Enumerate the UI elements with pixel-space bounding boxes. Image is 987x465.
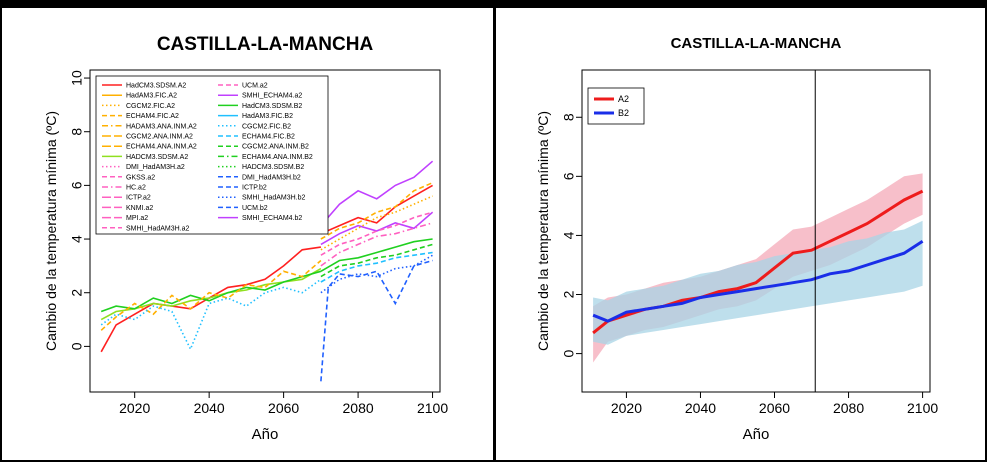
chart-panel-right: CASTILLA-LA-MANCHA 2020 2040 2060 2080 2100 0 2… (496, 8, 985, 460)
legend-entry-label: SMHI_HadAM3H.a2 (126, 225, 190, 232)
series-line (320, 195, 433, 251)
legend-entry-label: MPI.a2 (126, 215, 148, 222)
x-tick-label: 2020 (611, 400, 642, 416)
legend-entry-label: HADCM3.SDSM.A2 (126, 154, 188, 161)
y-tick-label: 6 (561, 172, 577, 180)
legend-entry-label: ECHAM4.FIC.B2 (242, 134, 295, 141)
x-tick-label: 2080 (343, 400, 374, 416)
series-line (100, 270, 322, 313)
legend-box (587, 87, 645, 125)
y-tick-label: 10 (69, 70, 85, 86)
series-line (320, 259, 433, 382)
x-tick-label: 2040 (685, 400, 716, 416)
panel-divider (493, 0, 496, 462)
chart-title: CASTILLA-LA-MANCHA (157, 34, 374, 55)
legend-entry-label: GKSS.a2 (126, 174, 155, 181)
legend-entry-label: SMHI_HadAM3H.b2 (242, 195, 306, 202)
legend-entry-label: HADAM3.ANA.INM.A2 (126, 123, 197, 130)
x-tick-label: 2060 (268, 400, 299, 416)
legend-entry-label: HadCM3.SDSM.A2 (126, 83, 186, 90)
legend-entry-label: ICTP.b2 (242, 185, 267, 192)
y-tick-label: 6 (69, 181, 85, 189)
legend: HadCM3.SDSM.A2 HadAM3.FIC.A2 CGCM2.FIC.A2 E… (95, 75, 329, 235)
legend-entry-label: UCM.b2 (242, 205, 268, 212)
series-line (592, 240, 924, 323)
y-tick-label: 2 (69, 289, 85, 297)
x-axis-label: Año (252, 426, 279, 443)
legend-entry-label: B2 (618, 108, 629, 118)
y-tick-label: 2 (561, 290, 577, 298)
x-tick-label: 2040 (194, 400, 225, 416)
legend-entry-label: UCM.a2 (242, 83, 268, 90)
y-tick-label: 4 (561, 231, 577, 239)
legend-entry-label: DMI_HadAM3H.b2 (242, 174, 301, 181)
legend-entry-label: CGCM2.FIC.B2 (242, 123, 291, 130)
series-line (320, 243, 433, 278)
legend-entry-label: DMI_HadAM3H.a2 (126, 164, 185, 171)
legend-entry-label: CGCM2.ANA.INM.A2 (126, 134, 193, 141)
legend-entry-label: ECHAM4.ANA.INM.B2 (242, 154, 313, 161)
legend-entry-label: A2 (618, 94, 629, 104)
series-lines (592, 189, 924, 335)
chart-right-svg: CASTILLA-LA-MANCHA 2020 2040 2060 2080 2100 0 2… (535, 35, 938, 443)
series-line (320, 238, 433, 272)
series-line (320, 211, 433, 256)
legend-entry-label: HadCM3.SDSM.B2 (242, 103, 302, 110)
legend-box (95, 75, 329, 235)
series-line (100, 259, 322, 331)
legend-entry-label: HADCM3.SDSM.B2 (242, 164, 304, 171)
series-line (320, 181, 433, 240)
y-tick-label: 0 (69, 342, 85, 350)
legend-entry-label: HadAM3.FIC.A2 (126, 93, 177, 100)
legend-entry-label: ECHAM4.ANA.INM.A2 (126, 144, 197, 151)
legend-entry-label: ECHAM4.FIC.A2 (126, 113, 179, 120)
series-line (320, 251, 433, 283)
legend-entry-label: SMHI_ECHAM4.a2 (242, 93, 302, 100)
series-line (320, 160, 434, 227)
x-tick-label: 2100 (907, 400, 938, 416)
series-group (100, 160, 434, 382)
series-line (100, 278, 322, 352)
series-line (320, 184, 433, 235)
y-tick-label: 8 (69, 128, 85, 136)
x-tick-label: 2080 (833, 400, 864, 416)
series-line (320, 211, 434, 246)
chart-panel-left: CASTILLA-LA-MANCHA 2020 2040 2060 2080 2100 0 2… (2, 8, 493, 460)
x-tick-label: 2060 (759, 400, 790, 416)
series-line (320, 254, 433, 294)
x-tick-label: 2020 (119, 400, 150, 416)
legend-entry-label: SMHI_ECHAM4.b2 (242, 215, 302, 222)
y-axis-label: Cambio de la temperatura mínima (ºC) (535, 111, 551, 351)
legend-entry-label: HadAM3.FIC.B2 (242, 113, 293, 120)
plot-box (581, 69, 931, 393)
plot-box (89, 69, 441, 393)
legend-entry-label: CGCM2.FIC.A2 (126, 103, 175, 110)
legend-entry-label: CGCM2.ANA.INM.B2 (242, 144, 309, 151)
series-line (320, 222, 433, 267)
legend-entry-label: ICTP.a2 (126, 195, 151, 202)
chart-title: CASTILLA-LA-MANCHA (671, 35, 842, 52)
legend-entry-label: KNMI.a2 (126, 205, 153, 212)
uncertainty-bands (593, 173, 923, 363)
y-tick-label: 0 (561, 349, 577, 357)
chart-left-svg: CASTILLA-LA-MANCHA 2020 2040 2060 2080 2100 0 2… (43, 34, 448, 443)
y-tick-label: 4 (69, 235, 85, 243)
x-axis-label: Año (743, 426, 770, 443)
x-tick-label: 2100 (417, 400, 448, 416)
legend-entry-label: HC.a2 (126, 185, 146, 192)
y-tick-label: 8 (561, 113, 577, 121)
y-axis-label: Cambio de la temperatura mínima (ºC) (43, 111, 59, 351)
series-line (100, 267, 322, 321)
